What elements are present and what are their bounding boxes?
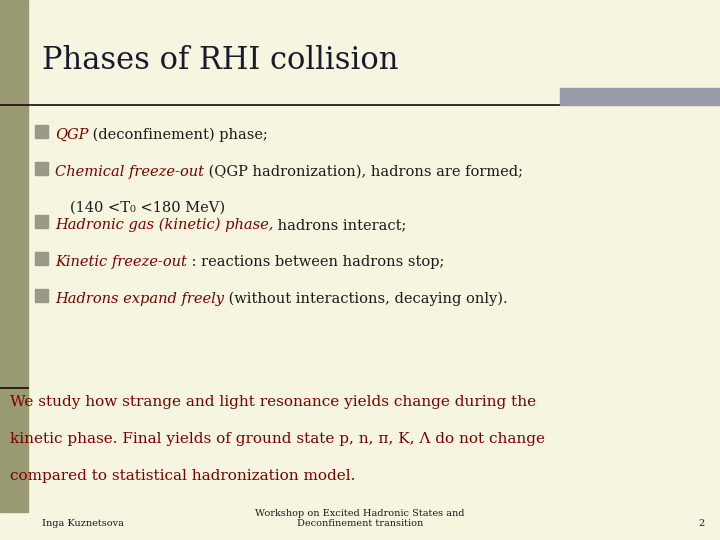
Text: (QGP hadronization), hadrons are formed;: (QGP hadronization), hadrons are formed; [204,165,523,179]
Bar [0,0,28,512]
Text: hadrons interact;: hadrons interact; [274,218,407,232]
Bar [35,215,48,228]
Text: We study how strange and light resonance yields change during the: We study how strange and light resonance… [10,395,536,409]
Bar [560,88,720,105]
Text: Phases of RHI collision: Phases of RHI collision [42,45,398,76]
Text: compared to statistical hadronization model.: compared to statistical hadronization mo… [10,469,356,483]
Text: (without interactions, decaying only).: (without interactions, decaying only). [224,292,508,306]
Text: (deconfinement) phase;: (deconfinement) phase; [89,128,269,143]
Text: (140 <T₀ <180 MeV): (140 <T₀ <180 MeV) [70,201,225,215]
Bar [35,163,48,176]
Text: Workshop on Excited Hadronic States and
Deconfinement transition: Workshop on Excited Hadronic States and … [256,509,464,528]
Text: Kinetic freeze-out: Kinetic freeze-out [55,255,187,269]
Text: : reactions between hadrons stop;: : reactions between hadrons stop; [187,255,444,269]
Text: Inga Kuznetsova: Inga Kuznetsova [42,519,124,528]
Text: Hadrons expand freely: Hadrons expand freely [55,292,224,306]
Text: QGP: QGP [55,128,89,142]
Bar [35,125,48,138]
Text: kinetic phase. Final yields of ground state p, n, π, K, Λ do not change: kinetic phase. Final yields of ground st… [10,432,545,446]
Bar [35,252,48,265]
Text: 2: 2 [698,519,705,528]
Text: Chemical freeze-out: Chemical freeze-out [55,165,204,179]
Text: Hadronic gas (kinetic) phase,: Hadronic gas (kinetic) phase, [55,218,274,232]
Bar [35,289,48,302]
